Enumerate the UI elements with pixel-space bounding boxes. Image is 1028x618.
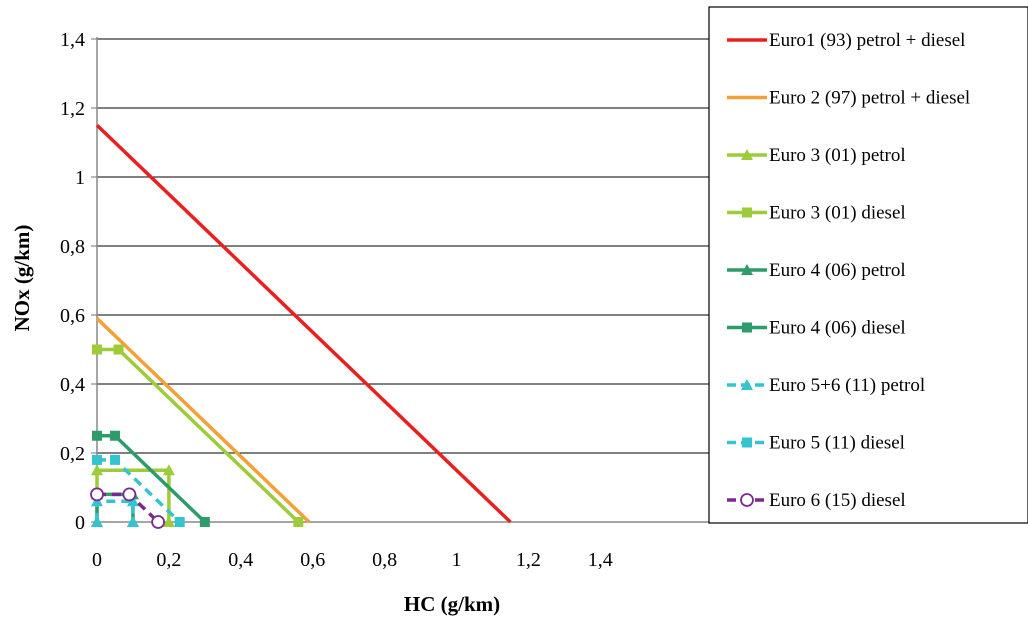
y-axis-title: NOx (g/km)	[10, 225, 34, 332]
axes	[96, 37, 710, 523]
data-point	[113, 344, 124, 355]
series-5	[92, 430, 210, 527]
gridlines	[91, 38, 710, 523]
legend-entry: Euro1 (93) petrol + diesel	[727, 30, 965, 51]
data-point	[122, 487, 137, 502]
data-point	[126, 495, 139, 507]
y-tick-label: 0,6	[60, 305, 85, 327]
data-point	[162, 516, 175, 527]
data-point	[126, 516, 139, 527]
x-tick-labels: 0 0,2 0,4 0,6 0,8 1 1,2 1,4	[92, 549, 613, 571]
data-point	[90, 487, 104, 502]
legend-label: Euro 4 (06) diesel	[769, 318, 906, 339]
series-line	[95, 499, 135, 522]
series-3	[92, 344, 304, 527]
legend-entry: Euro 3 (01) diesel	[727, 203, 906, 224]
x-tick-label: 0,4	[228, 549, 253, 571]
y-tick-label: 0,8	[60, 236, 85, 258]
data-point	[293, 517, 304, 527]
data-point	[162, 464, 175, 476]
series-6	[91, 495, 139, 527]
legend-label: Euro1 (93) petrol + diesel	[769, 30, 965, 51]
series-8	[90, 487, 166, 529]
legend-entry: Euro 3 (01) petrol	[727, 145, 906, 166]
legend: Euro1 (93) petrol + diesel Euro 2 (97) pe…	[708, 6, 1028, 524]
data-point	[92, 430, 102, 441]
legend-entry: Euro 5 (11) diesel	[727, 433, 905, 454]
data-point	[91, 516, 103, 527]
legend-marker	[742, 322, 752, 333]
data-point	[92, 454, 102, 465]
legend-marker	[740, 493, 754, 507]
legend-entry: Euro 6 (15) diesel	[727, 490, 906, 511]
series-7	[92, 454, 185, 527]
legend-label: Euro 2 (97) petrol + diesel	[769, 88, 970, 109]
data-point	[91, 464, 103, 476]
legend-marker	[742, 207, 752, 218]
series-lines	[90, 123, 512, 529]
series-1	[95, 317, 311, 524]
legend-entry: Euro 2 (97) petrol + diesel	[727, 88, 970, 109]
legend-marker	[742, 437, 752, 448]
series-line	[95, 317, 311, 524]
legend-label: Euro 3 (01) diesel	[769, 203, 906, 224]
y-tick-label: 0	[75, 512, 85, 534]
x-tick-label: 0,6	[300, 549, 325, 571]
x-tick-label: 0,2	[156, 549, 181, 571]
data-point	[109, 430, 120, 441]
y-tick-label: 1,2	[60, 98, 85, 120]
data-point	[109, 454, 120, 465]
y-tick-label: 0,2	[60, 443, 85, 465]
legend-entry: Euro 5+6 (11) petrol	[727, 375, 925, 396]
y-tick-label: 1,4	[60, 29, 85, 51]
y-tick-label: 0,4	[60, 374, 85, 396]
data-point	[92, 344, 102, 355]
legend-marker	[741, 149, 753, 160]
legend-marker	[741, 264, 753, 275]
data-point	[199, 517, 210, 527]
legend-label: Euro 3 (01) petrol	[769, 145, 906, 166]
x-tick-label: 0	[92, 549, 102, 571]
x-tick-label: 1,4	[588, 549, 613, 571]
x-tick-label: 0,8	[372, 549, 397, 571]
legend-label: Euro 6 (15) diesel	[769, 490, 906, 511]
x-tick-label: 1	[452, 549, 462, 571]
legend-entries: Euro1 (93) petrol + diesel Euro 2 (97) pe…	[727, 30, 970, 511]
series-line	[95, 123, 512, 524]
legend-label: Euro 5+6 (11) petrol	[769, 375, 925, 396]
legend-entry: Euro 4 (06) diesel	[727, 318, 906, 339]
y-tick-labels: 0 0,2 0,4 0,6 0,8 1 1,2 1,4	[60, 29, 85, 534]
legend-label: Euro 5 (11) diesel	[769, 433, 905, 454]
series-0	[95, 123, 512, 524]
x-tick-label: 1,2	[516, 549, 541, 571]
series-line	[97, 434, 207, 524]
legend-entry: Euro 4 (06) petrol	[727, 260, 906, 281]
legend-label: Euro 4 (06) petrol	[769, 260, 906, 281]
y-tick-label: 1	[75, 167, 85, 189]
data-point	[174, 517, 185, 527]
data-point	[151, 515, 166, 529]
x-axis-title: HC (g/km)	[404, 592, 500, 616]
legend-marker	[741, 379, 753, 390]
legend-box	[708, 6, 1028, 524]
